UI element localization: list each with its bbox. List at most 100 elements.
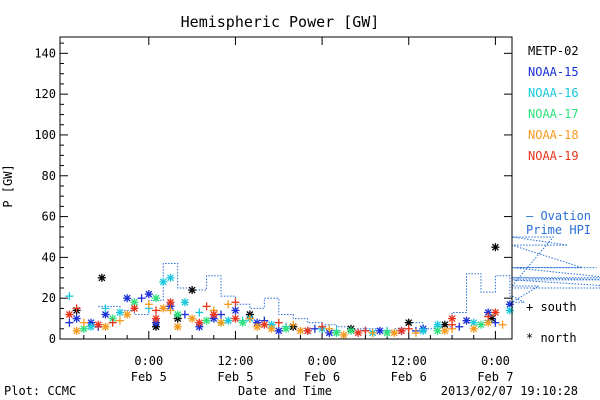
ovation-hpi-line (98, 236, 600, 332)
north-point (144, 290, 153, 299)
south-point (498, 320, 507, 329)
north-point (115, 308, 124, 317)
y-tick-label: 0 (49, 332, 56, 346)
north-point (282, 324, 290, 333)
north-point (462, 316, 471, 325)
south-point (115, 316, 124, 325)
x-tick-time: 12:00 (217, 354, 253, 368)
x-tick-time: 0:00 (308, 354, 337, 368)
marker-legend-north: * north (526, 331, 577, 345)
legend-entry: NOAA-18 (528, 128, 579, 142)
south-point (202, 302, 211, 311)
north-point (217, 318, 226, 327)
footer-timestamp: 2013/02/07 19:10:28 (441, 384, 578, 398)
north-point (469, 324, 478, 333)
marker-legend-south: + south (526, 300, 577, 314)
north-point (296, 326, 305, 335)
x-tick-time: 0:00 (481, 354, 510, 368)
x-tick-time: 0:00 (134, 354, 163, 368)
south-point (65, 318, 74, 327)
y-axis: 0 20 40 60 80 100 120 140 (34, 42, 512, 346)
north-point (173, 310, 182, 319)
north-point (188, 314, 197, 323)
y-tick-label: 40 (42, 250, 56, 264)
north-point (448, 314, 457, 323)
north-point (72, 326, 81, 335)
y-tick-label: 60 (42, 210, 56, 224)
x-tick-date: Feb 5 (131, 370, 167, 384)
south-point (484, 312, 493, 321)
north-point (180, 298, 189, 307)
south-point (325, 324, 334, 333)
south-point (231, 298, 240, 307)
north-point (101, 322, 110, 331)
north-point (332, 328, 341, 337)
north-point (173, 322, 182, 331)
north-point (440, 326, 449, 335)
y-tick-label: 80 (42, 169, 56, 183)
south-point (491, 318, 500, 327)
north-point (484, 318, 493, 327)
y-tick-label: 20 (42, 291, 56, 305)
y-tick-label: 100 (34, 128, 56, 142)
north-point (491, 243, 500, 252)
south-point (245, 314, 254, 323)
data-points-layer (65, 243, 514, 339)
south-point (195, 308, 204, 317)
legend-entry: NOAA-16 (528, 86, 579, 100)
chart-title: Hemispheric Power [GW] (181, 13, 380, 31)
north-point (390, 328, 399, 337)
plot-frame (59, 36, 513, 340)
north-point (188, 286, 197, 295)
north-point (383, 328, 392, 337)
south-point (289, 320, 298, 329)
south-point (217, 310, 226, 319)
legend-entry: METP-02 (528, 44, 579, 58)
south-point (180, 310, 189, 319)
south-point (152, 306, 161, 315)
x-tick-date: Feb 6 (304, 370, 340, 384)
legend-entry: NOAA-15 (528, 65, 579, 79)
y-tick-label: 140 (34, 46, 56, 60)
north-point (339, 330, 348, 339)
north-point (65, 310, 74, 319)
north-point (224, 316, 233, 325)
x-axis: 0:00 Feb 5 12:00 Feb 5 0:00 Feb 6 12:00 Feb 6 0:… (83, 37, 513, 384)
south-point (65, 292, 74, 301)
north-point (253, 322, 262, 331)
north-point (346, 326, 355, 335)
y-axis-label: P [GW] (1, 164, 15, 207)
north-point (195, 318, 204, 327)
x-tick-time: 12:00 (391, 354, 427, 368)
y-tick-label: 120 (34, 87, 56, 101)
south-point (224, 300, 233, 309)
north-point (274, 326, 283, 335)
footer-source: Plot: CCMC (4, 384, 76, 398)
north-point (166, 273, 175, 282)
south-point (79, 318, 88, 327)
north-point (130, 304, 139, 313)
north-point (209, 310, 218, 319)
south-point (448, 320, 457, 329)
south-point (108, 318, 117, 327)
south-point (72, 304, 81, 313)
north-point (123, 310, 132, 319)
south-point (101, 304, 110, 313)
ovation-line-layer (98, 236, 600, 332)
x-tick-date: Feb 7 (477, 370, 513, 384)
south-point (137, 294, 146, 303)
legend: METP-02 NOAA-15 NOAA-16 NOAA-17 NOAA-18 NOAA-… (528, 44, 579, 163)
north-point (159, 277, 168, 286)
south-point (318, 322, 327, 331)
north-point (267, 324, 276, 333)
south-point (166, 306, 175, 315)
north-point (94, 320, 103, 329)
north-point (202, 316, 211, 325)
north-point (419, 326, 428, 335)
north-point (397, 326, 406, 335)
north-point (159, 304, 168, 313)
x-tick-date: Feb 5 (217, 370, 253, 384)
north-point (238, 318, 247, 327)
north-point (152, 314, 161, 323)
south-point (144, 300, 153, 309)
